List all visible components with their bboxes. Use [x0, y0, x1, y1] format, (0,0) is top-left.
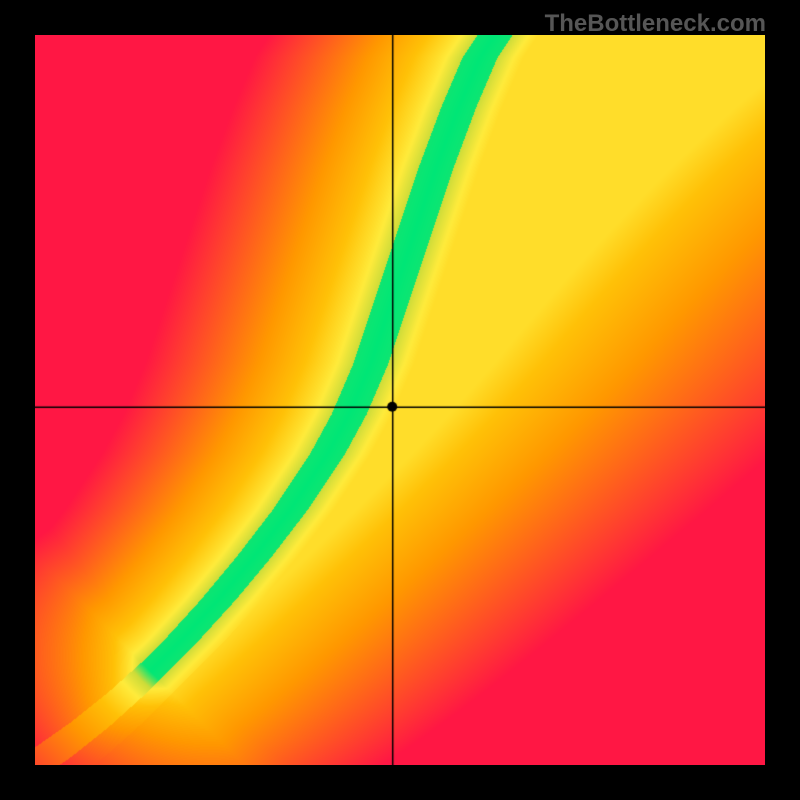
chart-container: TheBottleneck.com: [0, 0, 800, 800]
watermark-text: TheBottleneck.com: [545, 10, 766, 38]
bottleneck-heatmap-canvas: [35, 35, 765, 765]
